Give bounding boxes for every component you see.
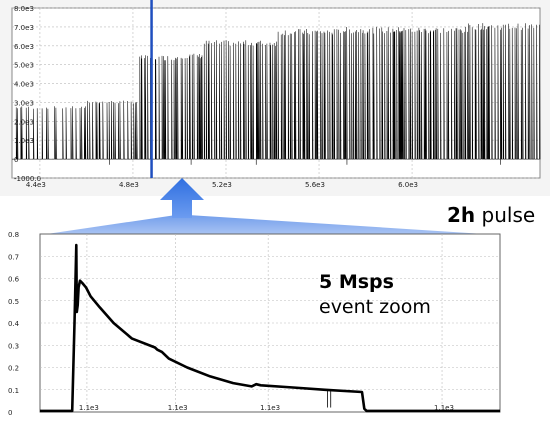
y-tick-label: 0.2 [8,365,19,373]
x-tick-label: 4.8e3 [119,181,139,189]
bottom-chart-panel: 0.8 0.7 0.6 0.5 0.4 0.3 0.2 0.1 0 1.1e3 1.1e3 1.1e3… [0,228,550,423]
zoom-rest-label: event zoom [319,296,431,318]
y-tick-label: 0 [14,156,18,164]
zoom-annotation: 5 Msps event zoom [319,270,431,320]
y-tick-label: 0.7 [8,253,19,261]
x-tick-label: 1.1e3 [79,404,99,412]
y-tick-label: 8.0e3 [14,5,34,13]
y-tick-label: 6.0e3 [14,43,34,51]
pulse-annotation: 2h pulse [447,203,535,227]
x-tick-label: 4.4e3 [26,181,46,189]
x-tick-label: 1.1e3 [168,404,188,412]
y-tick-label: 5.0e3 [14,62,34,70]
x-tick-label: 5.6e3 [305,181,325,189]
pulse-rest-label: pulse [475,203,536,227]
y-tick-label: 0.8 [8,231,19,239]
y-tick-label: 1.0e3 [14,137,34,145]
y-tick-label: 4.0e3 [14,81,34,89]
overview-series [12,23,541,160]
y-tick-label: 3.0e3 [14,99,34,107]
pulse-bold-label: 2h [447,203,476,227]
x-tick-label: 1.1e3 [260,404,280,412]
x-tick-label: 1.1e3 [434,404,454,412]
event-zoom-chart: 0.8 0.7 0.6 0.5 0.4 0.3 0.2 0.1 0 1.1e3 1.1e3 1.1e3… [8,231,501,417]
overview-chart: 8.0e3 7.0e3 6.0e3 5.0e3 4.0e3 3.0e3 2.0e3 1.0e3… [11,0,541,189]
zoom-bold-label: 5 Msps [319,271,394,293]
y-tick-label: 2.0e3 [14,118,34,126]
y-tick-label: 0.5 [8,298,19,306]
y-tick-label: 0.1 [8,387,19,395]
x-tick-label: 6.0e3 [398,181,418,189]
event-series [40,243,500,413]
y-tick-label: 0.4 [8,320,20,328]
top-chart-panel: 8.0e3 7.0e3 6.0e3 5.0e3 4.0e3 3.0e3 2.0e3 1.0e3… [0,0,550,196]
y-tick-label: 0.6 [8,276,20,284]
x-tick-label: 5.2e3 [212,181,232,189]
y-tick-label: 7.0e3 [14,24,34,32]
y-tick-label: 0.3 [8,342,19,350]
y-tick-label: -1000.0 [14,175,41,183]
y-tick-label: 0 [8,409,12,417]
